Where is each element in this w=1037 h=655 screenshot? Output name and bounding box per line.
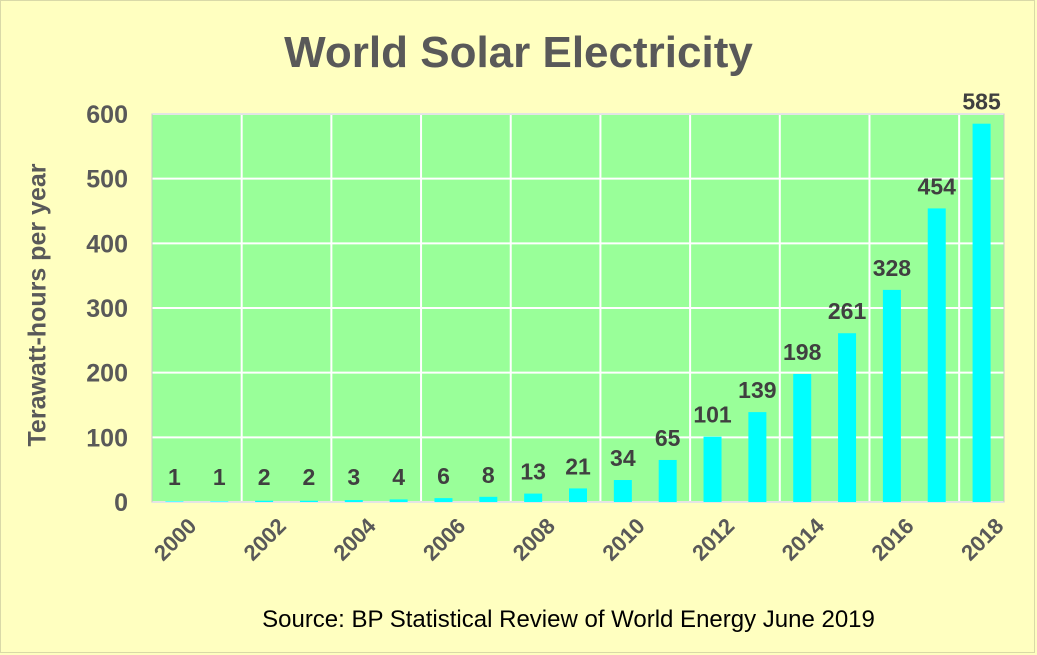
data-label: 65: [655, 425, 681, 451]
data-label: 101: [693, 402, 732, 428]
y-tick-label: 300: [86, 295, 128, 323]
data-label: 6: [437, 463, 450, 489]
data-label: 1: [213, 464, 226, 490]
bar: [972, 123, 991, 502]
bar: [255, 500, 274, 502]
y-tick-label: 100: [86, 424, 128, 452]
y-tick-label: 500: [86, 166, 128, 194]
bar: [479, 496, 498, 502]
bar: [524, 493, 543, 502]
bar: [882, 289, 901, 502]
bar: [299, 500, 318, 502]
data-label: 13: [520, 459, 546, 485]
x-tick-label: 2000: [149, 513, 201, 565]
x-tick-label: 2010: [597, 513, 649, 565]
data-label: 21: [565, 453, 591, 479]
bar: [210, 501, 229, 502]
x-tick-label: 2006: [418, 513, 470, 565]
source-note: Source: BP Statistical Review of World E…: [262, 606, 875, 633]
y-tick-label: 0: [114, 489, 128, 517]
y-tick-label: 200: [86, 360, 128, 388]
data-label: 34: [610, 445, 636, 471]
x-tick-label: 2018: [956, 513, 1008, 565]
y-tick-label: 600: [86, 101, 128, 129]
bar: [389, 499, 408, 502]
data-label: 585: [962, 89, 1001, 115]
data-label: 454: [918, 173, 957, 199]
x-tick-label: 2012: [687, 513, 739, 565]
bar: [434, 498, 453, 502]
data-label: 8: [482, 462, 495, 488]
data-label: 3: [347, 464, 360, 490]
bar: [569, 488, 587, 502]
data-label: 1: [168, 464, 181, 490]
x-tick-label: 2014: [777, 513, 830, 566]
data-label: 2: [258, 464, 271, 490]
data-label: 2: [303, 464, 316, 490]
bar: [927, 208, 946, 502]
bar: [658, 459, 677, 502]
x-tick-label: 2002: [239, 513, 291, 565]
y-tick-label: 400: [86, 230, 128, 258]
data-label: 139: [738, 377, 776, 403]
x-tick-label: 2008: [508, 513, 560, 565]
bar: [703, 436, 722, 502]
bar: [344, 500, 363, 502]
data-label: 328: [873, 255, 912, 281]
bar: [165, 501, 184, 502]
data-label: 198: [783, 339, 822, 365]
data-label: 261: [828, 298, 867, 324]
bar: [793, 373, 812, 502]
chart-title: World Solar Electricity: [284, 28, 753, 77]
x-tick-label: 2016: [866, 513, 918, 565]
bar: [613, 480, 632, 502]
bar: [748, 412, 767, 502]
data-label: 4: [392, 464, 405, 490]
x-tick-label: 2004: [328, 513, 381, 566]
bar: [838, 333, 857, 502]
